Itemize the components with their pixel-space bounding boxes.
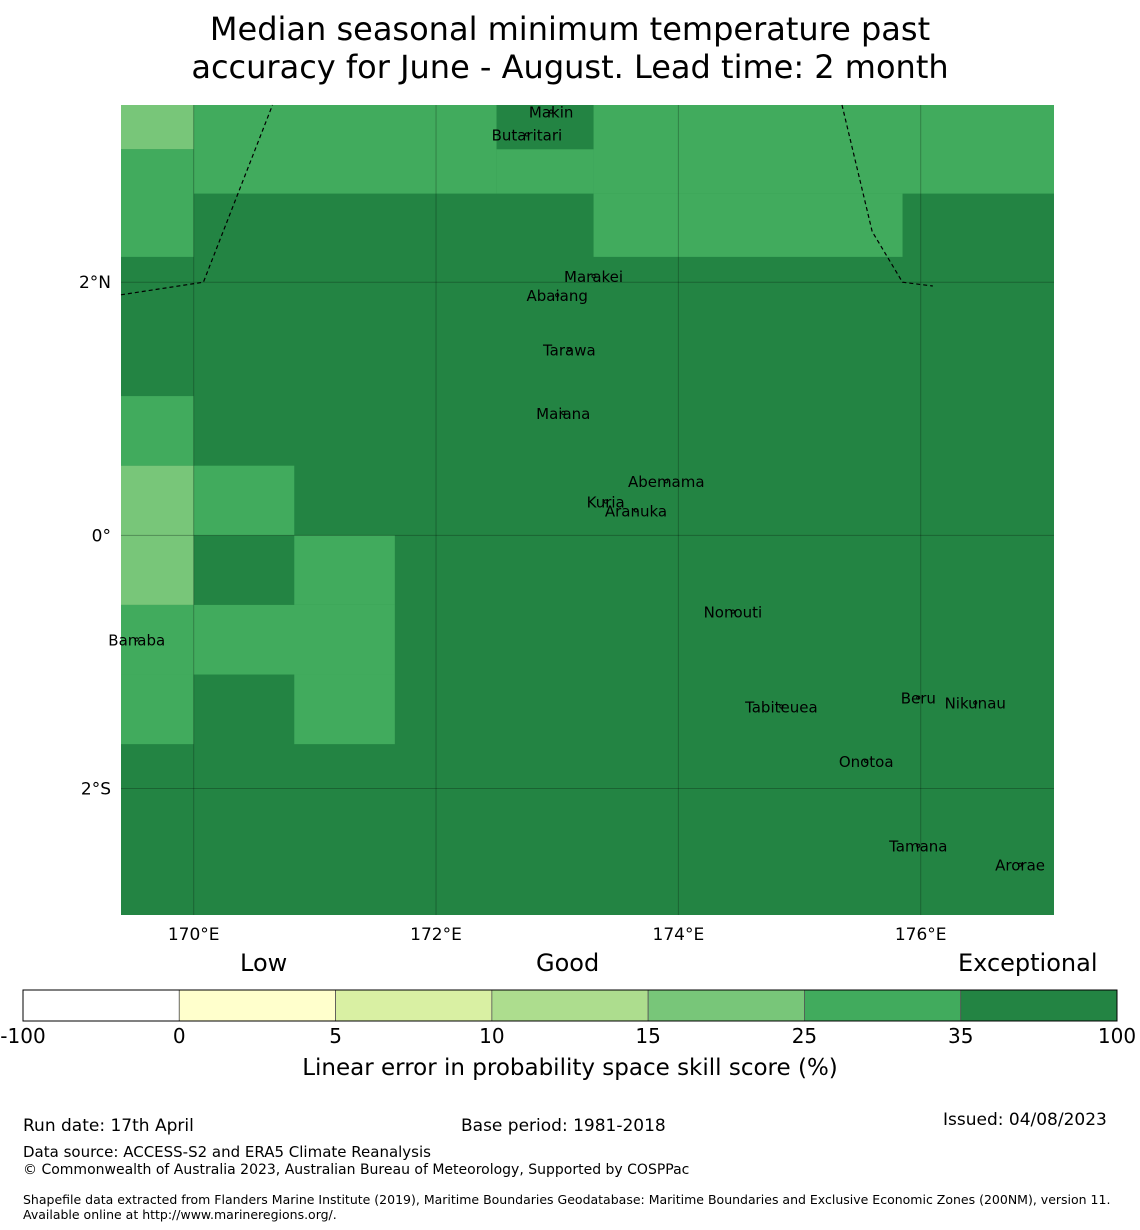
colorbar-swatch — [804, 989, 962, 1022]
island-label: Arorae — [995, 857, 1045, 875]
colorbar-frame — [22, 989, 1118, 1022]
skill-cell — [294, 674, 395, 745]
island-outline — [567, 347, 572, 352]
island-label: Beru — [901, 690, 936, 708]
title-line-2: accuracy for June - August. Lead time: 2… — [191, 48, 949, 86]
colorbar-title: Linear error in probability space skill … — [302, 1055, 838, 1081]
x-tick-label: 176°E — [895, 925, 947, 945]
skill-cell — [121, 465, 194, 536]
colorbar-swatch — [960, 989, 1118, 1022]
island-outline — [916, 843, 921, 848]
colorbar-tick-label: 100 — [1097, 1024, 1137, 1048]
skill-cell — [193, 105, 497, 194]
base-period: Base period: 1981-2018 — [461, 1116, 666, 1136]
colorbar-tick-label: 35 — [947, 1024, 974, 1048]
island-outline — [864, 758, 869, 764]
skill-cell — [496, 149, 594, 194]
skill-cell — [121, 674, 194, 745]
colorbar-swatch — [178, 989, 336, 1022]
skill-cell — [593, 193, 903, 257]
island-label: Aranuka — [605, 502, 667, 520]
map-title: Median seasonal minimum temperature past… — [0, 10, 1140, 86]
island-label: Maiana — [536, 405, 590, 423]
eez-boundary-line — [120, 104, 274, 296]
island-outline — [973, 700, 978, 705]
island-outline — [633, 508, 639, 513]
island-label: Abaiang — [527, 287, 588, 305]
colorbar-swatch — [335, 989, 493, 1022]
island-label: Butaritari — [492, 126, 563, 144]
island-outline — [730, 609, 736, 614]
skill-cell — [496, 105, 594, 150]
skill-cell — [121, 396, 194, 466]
colorbar-tick-label: 10 — [479, 1024, 505, 1048]
skill-cell — [593, 105, 1054, 194]
island-outline — [591, 274, 596, 279]
island-label: Kuria — [587, 493, 625, 511]
issued-date: Issued: 04/08/2023 — [943, 1110, 1107, 1130]
island-label: Tarawa — [542, 342, 596, 360]
island-outline — [603, 499, 608, 504]
island-label: Nonouti — [704, 604, 763, 622]
island-label: Tamana — [888, 838, 947, 856]
colorbar-tick-label: 25 — [791, 1024, 818, 1048]
island-outline — [561, 410, 566, 415]
island-outline — [664, 479, 669, 484]
skill-cell — [121, 149, 194, 257]
y-tick-label: 2°S — [81, 779, 111, 799]
y-tick-label: 0° — [92, 526, 111, 546]
island-label: Marakei — [564, 268, 623, 286]
skill-cell — [121, 604, 395, 675]
colorbar-label-low: Low — [240, 949, 288, 977]
y-tick-label: 2°N — [79, 273, 111, 293]
colorbar-tick-label: 0 — [172, 1024, 186, 1048]
colorbar-swatch — [647, 989, 805, 1022]
island-label: Onotoa — [839, 753, 894, 771]
island-outline — [134, 637, 139, 642]
island-outline — [549, 109, 554, 114]
colorbar-tick-label: 15 — [635, 1024, 661, 1048]
island-outline — [916, 695, 921, 700]
island-outline — [779, 704, 784, 709]
skill-cell — [294, 535, 395, 605]
data-source: Data source: ACCESS-S2 and ERA5 Climate … — [23, 1143, 431, 1161]
skill-cell — [121, 535, 194, 605]
title-line-1: Median seasonal minimum temperature past — [209, 10, 931, 48]
island-label: Nikunau — [945, 695, 1006, 713]
x-tick-label: 174°E — [653, 925, 705, 945]
colorbar-swatch — [22, 989, 180, 1022]
colorbar-label-good: Good — [536, 949, 600, 977]
island-outline — [1017, 862, 1023, 867]
colorbar-swatch — [491, 989, 649, 1022]
island-label: Makin — [529, 104, 574, 122]
island-label: Banaba — [108, 631, 165, 649]
island-label: Abemama — [628, 473, 705, 491]
x-tick-label: 172°E — [410, 925, 462, 945]
colorbar-label-exceptional: Exceptional — [958, 949, 1098, 977]
skill-cell — [193, 465, 295, 536]
skill-cell — [121, 105, 194, 150]
shapefile-credit: Shapefile data extracted from Flanders M… — [23, 1192, 1111, 1222]
island-outline — [524, 132, 530, 137]
x-tick-label: 170°E — [168, 925, 220, 945]
eez-boundary-line — [841, 104, 933, 287]
island-label: Tabiteuea — [744, 699, 818, 717]
colorbar-tick-label: -100 — [0, 1024, 46, 1048]
copyright: © Commonwealth of Australia 2023, Austra… — [23, 1162, 690, 1178]
run-date: Run date: 17th April — [23, 1116, 194, 1136]
colorbar-tick-label: 5 — [329, 1024, 342, 1048]
island-outline — [555, 293, 560, 298]
